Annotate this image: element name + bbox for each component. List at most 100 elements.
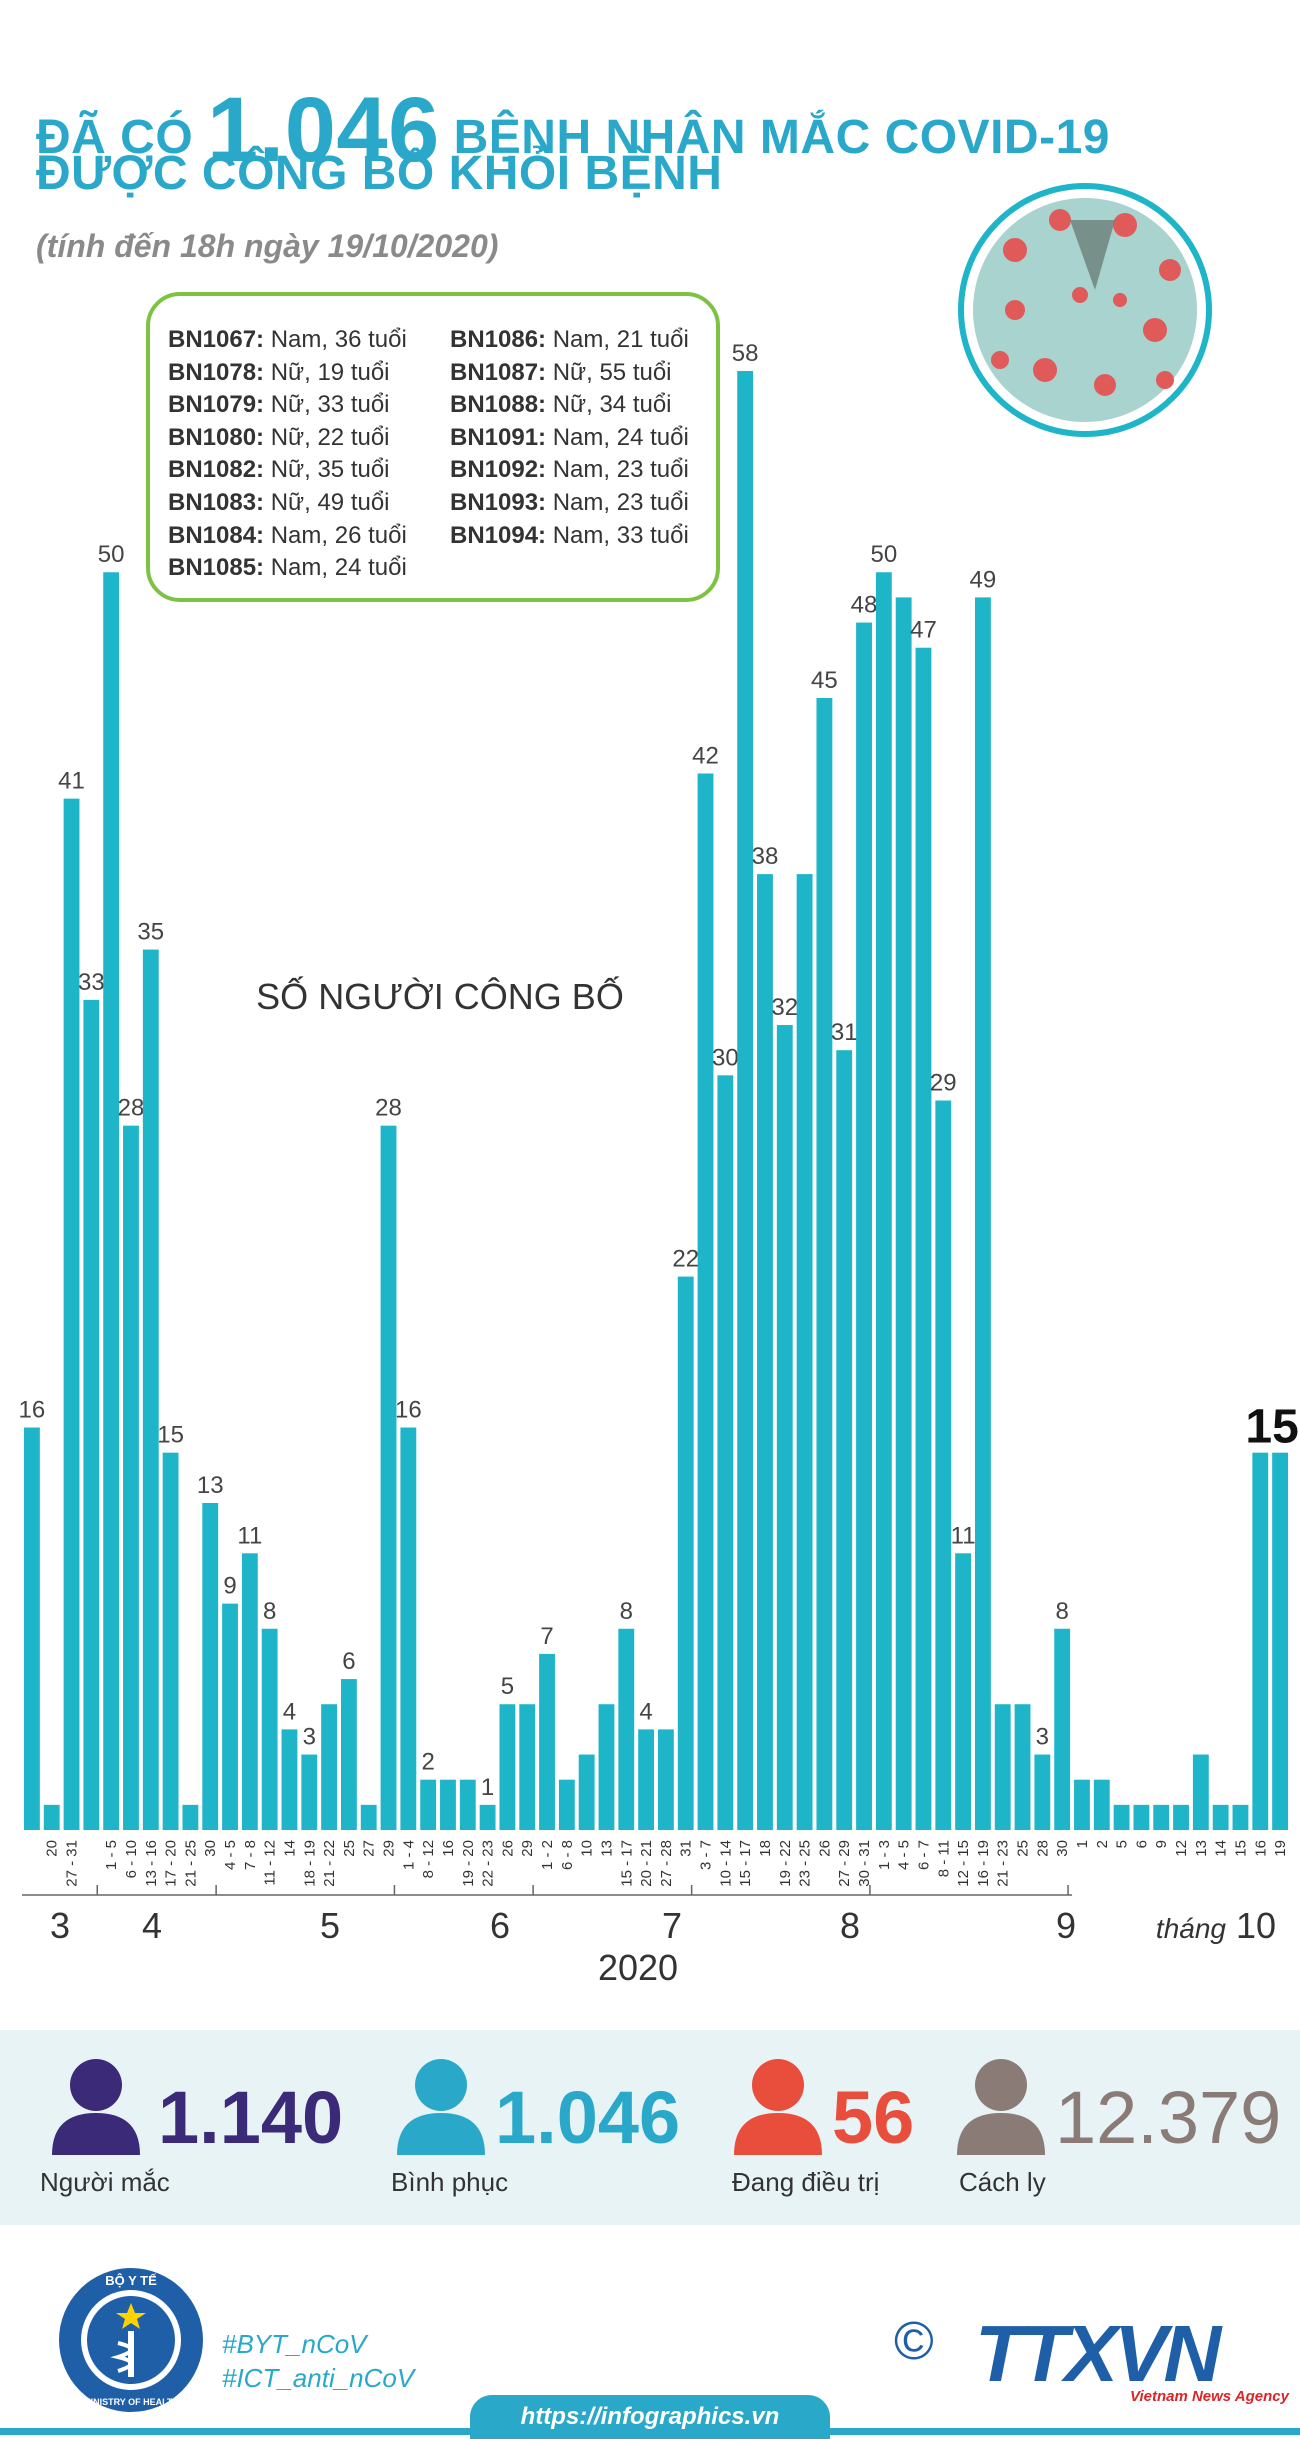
date-tick-label: 3 - 7: [698, 1840, 715, 1870]
bar: [1074, 1779, 1090, 1830]
patient-id: BN1080:: [168, 423, 265, 451]
date-tick-label: 14: [281, 1840, 298, 1857]
patient-row: BN1084: Nam, 26 tuổi: [168, 520, 407, 553]
month-prefix: tháng: [1156, 1913, 1226, 1944]
value-label: 42: [692, 742, 719, 769]
bar: [360, 1804, 377, 1830]
patient-info: Nữ, 55 tuổi: [552, 358, 672, 386]
date-tick-label: 16: [1252, 1840, 1269, 1857]
month-label: 8: [840, 1905, 860, 1946]
value-label: 3: [1036, 1724, 1049, 1751]
value-label: 3: [303, 1724, 316, 1751]
month-label: 10: [1236, 1905, 1276, 1946]
date-tick-label: 6 - 10: [123, 1840, 140, 1878]
patient-info: Nữ, 19 tuổi: [270, 358, 390, 386]
bar: [63, 798, 80, 1830]
bar: [499, 1704, 516, 1830]
bar: [638, 1729, 655, 1830]
hashtags: #BYT_nCoV #ICT_anti_nCoV: [222, 2327, 414, 2395]
title-line2: ĐƯỢC CÔNG BỐ KHỎI BỆNH: [36, 147, 723, 200]
patient-row: BN1094: Nam, 33 tuổi: [450, 520, 689, 553]
patient-list-right: BN1086: Nam, 21 tuổi BN1087: Nữ, 55 tuổi B…: [450, 324, 689, 552]
patient-row: BN1083: Nữ, 49 tuổi: [168, 487, 407, 520]
value-label: 32: [771, 994, 798, 1021]
bar: [440, 1779, 456, 1830]
bar: [142, 949, 159, 1830]
value-label: 50: [870, 541, 897, 568]
date-tick-label: 4 - 5: [896, 1840, 913, 1870]
date-tick-label: 26: [499, 1840, 516, 1857]
date-tick-label: 16: [440, 1840, 457, 1857]
bar: [1272, 1452, 1289, 1830]
bar: [1252, 1452, 1269, 1830]
patient-row: BN1093: Nam, 23 tuổi: [450, 487, 689, 520]
bar: [717, 1075, 734, 1830]
person-icon: [52, 2059, 140, 2155]
value-label: 13: [197, 1472, 224, 1499]
date-tick-label: 8 - 12: [420, 1840, 437, 1878]
patient-id: BN1079:: [168, 391, 265, 419]
bar: [895, 597, 912, 1831]
date-tick-label: 1 - 3: [876, 1840, 893, 1870]
date-tick-label: 30 - 31: [856, 1840, 873, 1887]
date-tick-label: 12 - 15: [955, 1840, 972, 1887]
bar: [479, 1804, 496, 1830]
year-label: 2020: [598, 1947, 678, 1988]
bar: [123, 1125, 139, 1830]
bar: [578, 1754, 595, 1830]
website-link[interactable]: https://infographics.vn: [520, 2403, 780, 2430]
page-title: ĐÃ CÓ 1.046 BỆNH NHÂN MẮC COVID-19: [36, 78, 1110, 183]
value-label: 47: [910, 617, 937, 644]
title-number: 1.046: [207, 79, 440, 181]
patient-id: BN1093:: [450, 488, 547, 516]
patient-row: BN1091: Nam, 24 tuổi: [450, 422, 689, 455]
date-tick-label: 27 - 31: [64, 1840, 81, 1887]
bar: [83, 999, 100, 1830]
person-icon: [957, 2059, 1045, 2155]
patient-info: Nam, 24 tuổi: [552, 423, 689, 451]
patient-info: Nữ, 22 tuổi: [270, 423, 390, 451]
month-label: 5: [320, 1905, 340, 1946]
month-label: 3: [50, 1905, 70, 1946]
patient-id: BN1091:: [450, 423, 547, 451]
bar: [321, 1704, 338, 1830]
patient-row: BN1082: Nữ, 35 tuổi: [168, 454, 407, 487]
bar: [1054, 1628, 1071, 1830]
date-tick-label: 26: [816, 1840, 833, 1857]
date-tick-label: 2: [1094, 1840, 1111, 1848]
value-label: 41: [58, 768, 85, 795]
month-bracket: [22, 1885, 1073, 1896]
value-label: 15: [1245, 1401, 1298, 1454]
title-suffix: BỆNH NHÂN MẮC COVID-19: [453, 111, 1110, 164]
date-tick-label: 13 - 16: [143, 1840, 160, 1887]
value-label: 16: [395, 1397, 422, 1424]
bar: [618, 1628, 635, 1830]
bar: [558, 1779, 575, 1830]
date-tick-label: 20: [44, 1840, 61, 1857]
date-tick-label: 21 - 22: [321, 1840, 338, 1887]
value-label: 28: [375, 1095, 402, 1122]
value-label: 28: [118, 1095, 145, 1122]
bar: [380, 1125, 397, 1830]
date-tick-label: 18 - 19: [301, 1840, 318, 1887]
bar: [697, 773, 714, 1830]
bar: [836, 1050, 853, 1830]
patient-info: Nam, 23 tuổi: [552, 456, 689, 484]
patient-list-box: BN1067: Nam, 36 tuổi BN1078: Nữ, 19 tuổi B…: [146, 292, 720, 602]
date-tick-label: 6 - 7: [915, 1840, 932, 1870]
date-tick-label: 15: [1232, 1840, 1249, 1857]
ministry-of-health-logo: BỘ Y TẾ MINISTRY OF HEALTH: [59, 2268, 203, 2412]
bar: [340, 1679, 357, 1830]
bar: [23, 1427, 40, 1830]
value-label: 8: [1055, 1598, 1068, 1625]
date-tick-label: 12: [1173, 1840, 1190, 1857]
bar: [737, 371, 754, 1830]
date-tick-label: 17 - 20: [163, 1840, 180, 1887]
bar: [915, 647, 932, 1830]
bar: [420, 1779, 437, 1830]
patient-id: BN1078:: [168, 358, 265, 386]
patient-row: BN1088: Nữ, 34 tuổi: [450, 389, 689, 422]
bar: [1232, 1804, 1249, 1830]
stat-label: Cách ly: [959, 2167, 1046, 2197]
